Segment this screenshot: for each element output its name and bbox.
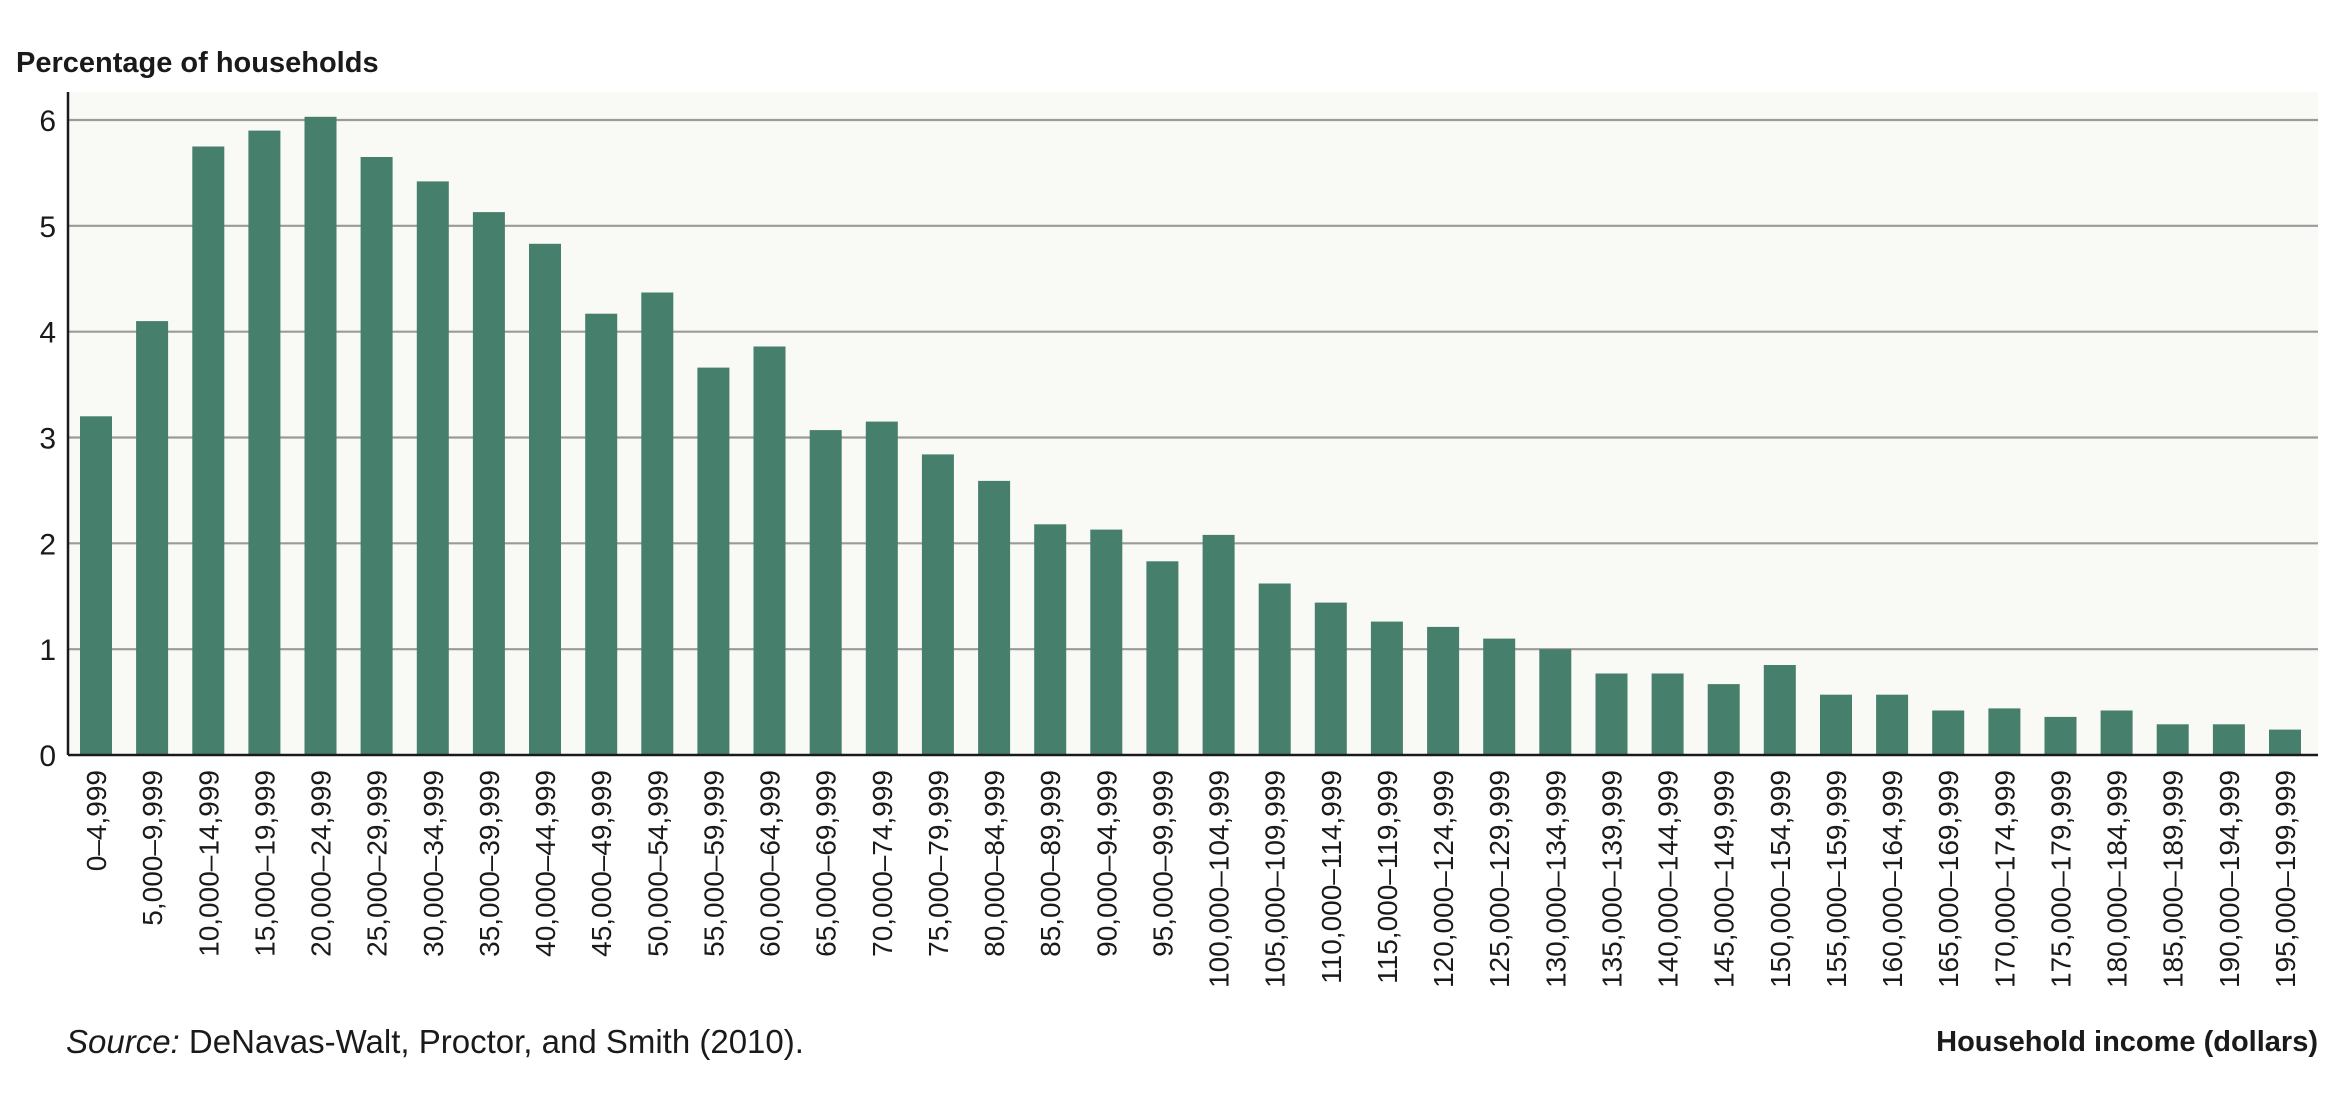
x-tick-label: 50,000–54,999 [642,770,673,957]
x-tick-label: 75,000–79,999 [923,770,954,957]
bar [416,181,449,755]
y-tick-label: 0 [39,740,56,773]
bar [921,454,954,755]
x-tick-label: 35,000–39,999 [474,770,505,957]
x-tick-label: 180,000–184,999 [2102,770,2133,988]
x-tick-label: 185,000–189,999 [2158,770,2189,988]
x-tick-label: 60,000–64,999 [755,770,786,957]
bar [697,367,730,755]
bar [1146,561,1179,755]
x-tick-label: 0–4,999 [81,770,112,871]
bar [136,321,169,755]
x-tick-label: 135,000–139,999 [1597,770,1628,988]
bar [192,146,225,755]
x-tick-label: 110,000–114,999 [1316,770,1347,984]
bar [1483,638,1516,755]
axes [66,92,2318,757]
bar [304,116,337,756]
x-tick-label: 160,000–164,999 [1877,770,1908,988]
bar [360,157,393,755]
x-tick-label: 20,000–24,999 [306,770,337,957]
bars [80,116,2301,756]
x-tick-label: 10,000–14,999 [193,770,224,957]
x-tick-label: 5,000–9,999 [137,770,168,926]
y-tick-label: 2 [39,528,56,561]
bar [641,292,674,755]
bar [585,313,618,755]
bar [1932,710,1965,755]
x-tick-label: 195,000–199,999 [2270,770,2301,988]
bar [2044,716,2077,755]
bar [809,430,842,755]
bar [1090,529,1123,755]
bar [2212,724,2245,755]
x-tick-label: 175,000–179,999 [2046,770,2077,988]
bar [1763,665,1796,755]
x-tick-label: 155,000–159,999 [1821,770,1852,988]
bar [865,421,898,755]
bar [1539,649,1572,755]
y-axis-title: Percentage of households [16,47,379,79]
x-tick-label: 100,000–104,999 [1204,770,1235,988]
bar [248,130,281,756]
x-tick-label: 120,000–124,999 [1428,770,1459,988]
bar [1595,673,1628,755]
bar [1202,534,1235,755]
x-tick-label: 45,000–49,999 [586,770,617,957]
bar [2269,729,2301,755]
bar [978,480,1011,755]
x-tick-label: 145,000–149,999 [1709,770,1740,988]
source-label: Source: [66,1023,180,1060]
bar [1876,694,1909,755]
bar [1820,694,1852,755]
x-tick-label: 170,000–174,999 [1989,770,2020,988]
bar [1258,583,1291,755]
y-tick-label: 1 [39,634,56,667]
bar [1707,684,1740,755]
x-tick-label: 165,000–169,999 [1933,770,1964,988]
bar [1427,626,1460,755]
bar [1370,621,1403,755]
x-tick-label: 150,000–154,999 [1765,770,1796,988]
bar [80,416,112,755]
x-tick-label: 130,000–134,999 [1540,770,1571,988]
x-tick-label: 125,000–129,999 [1484,770,1515,988]
x-tick-label: 25,000–29,999 [362,770,393,957]
x-tick-label: 90,000–94,999 [1091,770,1122,957]
bar [472,212,505,756]
bar [1651,673,1684,755]
y-tick-label: 3 [39,423,56,456]
x-tick-label: 70,000–74,999 [867,770,898,957]
bar [1988,708,2021,755]
x-tick-label: 190,000–194,999 [2214,770,2245,988]
tick-labels: 0 1 2 3 4 5 6 0–4,999 5,000–9,999 10,000–14,999 15… [39,105,2301,988]
bar [753,346,786,755]
y-tick-label: 6 [39,105,56,138]
source-note: Source: DeNavas-Walt, Proctor, and Smith… [66,1023,804,1061]
bar [2156,724,2189,755]
x-tick-label: 40,000–44,999 [530,770,561,957]
x-tick-label: 15,000–19,999 [249,770,280,957]
x-tick-label: 140,000–144,999 [1653,770,1684,988]
plot-background [68,92,2318,755]
bar [529,243,561,756]
y-tick-label: 4 [39,317,56,350]
x-tick-label: 95,000–99,999 [1147,770,1178,957]
bar [1314,602,1347,755]
bar [1034,524,1067,755]
x-axis-title: Household income (dollars) [1936,1026,2318,1058]
x-tick-label: 105,000–109,999 [1260,770,1291,988]
x-tick-label: 115,000–119,999 [1372,770,1403,984]
y-tick-label: 5 [39,211,56,244]
x-tick-label: 30,000–34,999 [418,770,449,957]
x-tick-label: 80,000–84,999 [979,770,1010,957]
x-tick-label: 65,000–69,999 [811,770,842,957]
bar [2100,710,2133,755]
source-text: DeNavas-Walt, Proctor, and Smith (2010). [179,1023,804,1060]
x-tick-label: 55,000–59,999 [698,770,729,957]
x-tick-label: 85,000–89,999 [1035,770,1066,957]
